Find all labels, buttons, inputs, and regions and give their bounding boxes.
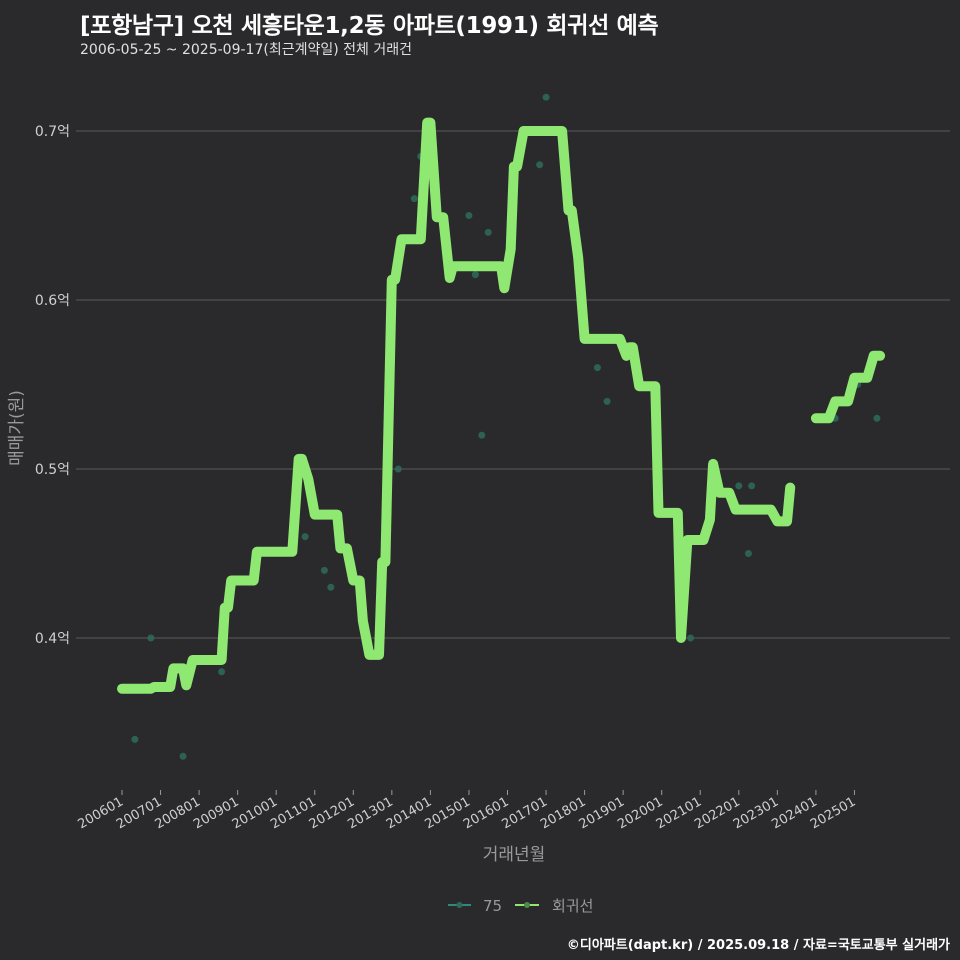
- data-point: [465, 212, 473, 219]
- data-point: [744, 550, 752, 557]
- legend-item-75: 75: [448, 897, 502, 915]
- data-point: [327, 583, 335, 591]
- data-point: [687, 634, 695, 642]
- data-point: [536, 161, 544, 169]
- chart-title: [포항남구] 오천 세흥타운1,2동 아파트(1991) 회귀선 예측: [80, 13, 659, 39]
- data-point: [218, 668, 226, 676]
- svg-text:75: 75: [483, 897, 502, 915]
- data-point: [410, 195, 418, 203]
- data-point: [873, 414, 881, 422]
- data-point: [593, 364, 601, 372]
- legend-line-icon: [524, 902, 530, 908]
- data-point: [542, 93, 550, 101]
- legend-item-regression: 회귀선: [515, 897, 593, 915]
- y-tick-label: 0.7억: [35, 124, 70, 140]
- data-point: [179, 752, 187, 760]
- regression-line: [117, 117, 886, 694]
- x-axis-title: 거래년월: [483, 845, 546, 865]
- regression-line-path: [810, 350, 886, 424]
- x-axis-ticks: 2006012007012008012009012010012011012012…: [76, 790, 858, 832]
- legend-dot-icon: [456, 902, 463, 908]
- chart-subtitle: 2006-05-25 ~ 2025-09-17(최근계약일) 전체 거래건: [80, 42, 412, 58]
- y-axis-ticks: 0.4억 0.5억 0.6억 0.7억: [35, 124, 70, 647]
- y-tick-label: 0.6억: [35, 293, 70, 309]
- data-point: [320, 566, 328, 574]
- scatter-points: [131, 93, 881, 760]
- data-point: [131, 735, 139, 743]
- y-axis-title: 매매가(원): [7, 390, 27, 466]
- y-tick-label: 0.4억: [35, 631, 70, 647]
- data-point: [471, 271, 479, 279]
- data-point: [147, 634, 155, 642]
- svg-text:회귀선: 회귀선: [552, 897, 593, 915]
- data-point: [748, 482, 756, 490]
- y-tick-label: 0.5억: [35, 462, 70, 478]
- data-point: [603, 397, 611, 405]
- data-point: [735, 482, 743, 490]
- regression-line-path: [117, 117, 796, 694]
- data-point: [301, 533, 309, 541]
- legend: 75 회귀선: [448, 897, 593, 915]
- data-point: [394, 465, 402, 473]
- data-point: [484, 228, 492, 236]
- data-point: [478, 431, 486, 439]
- source-footer: ©디아파트(dapt.kr) / 2025.09.18 / 자료=국토교통부 실…: [566, 938, 950, 953]
